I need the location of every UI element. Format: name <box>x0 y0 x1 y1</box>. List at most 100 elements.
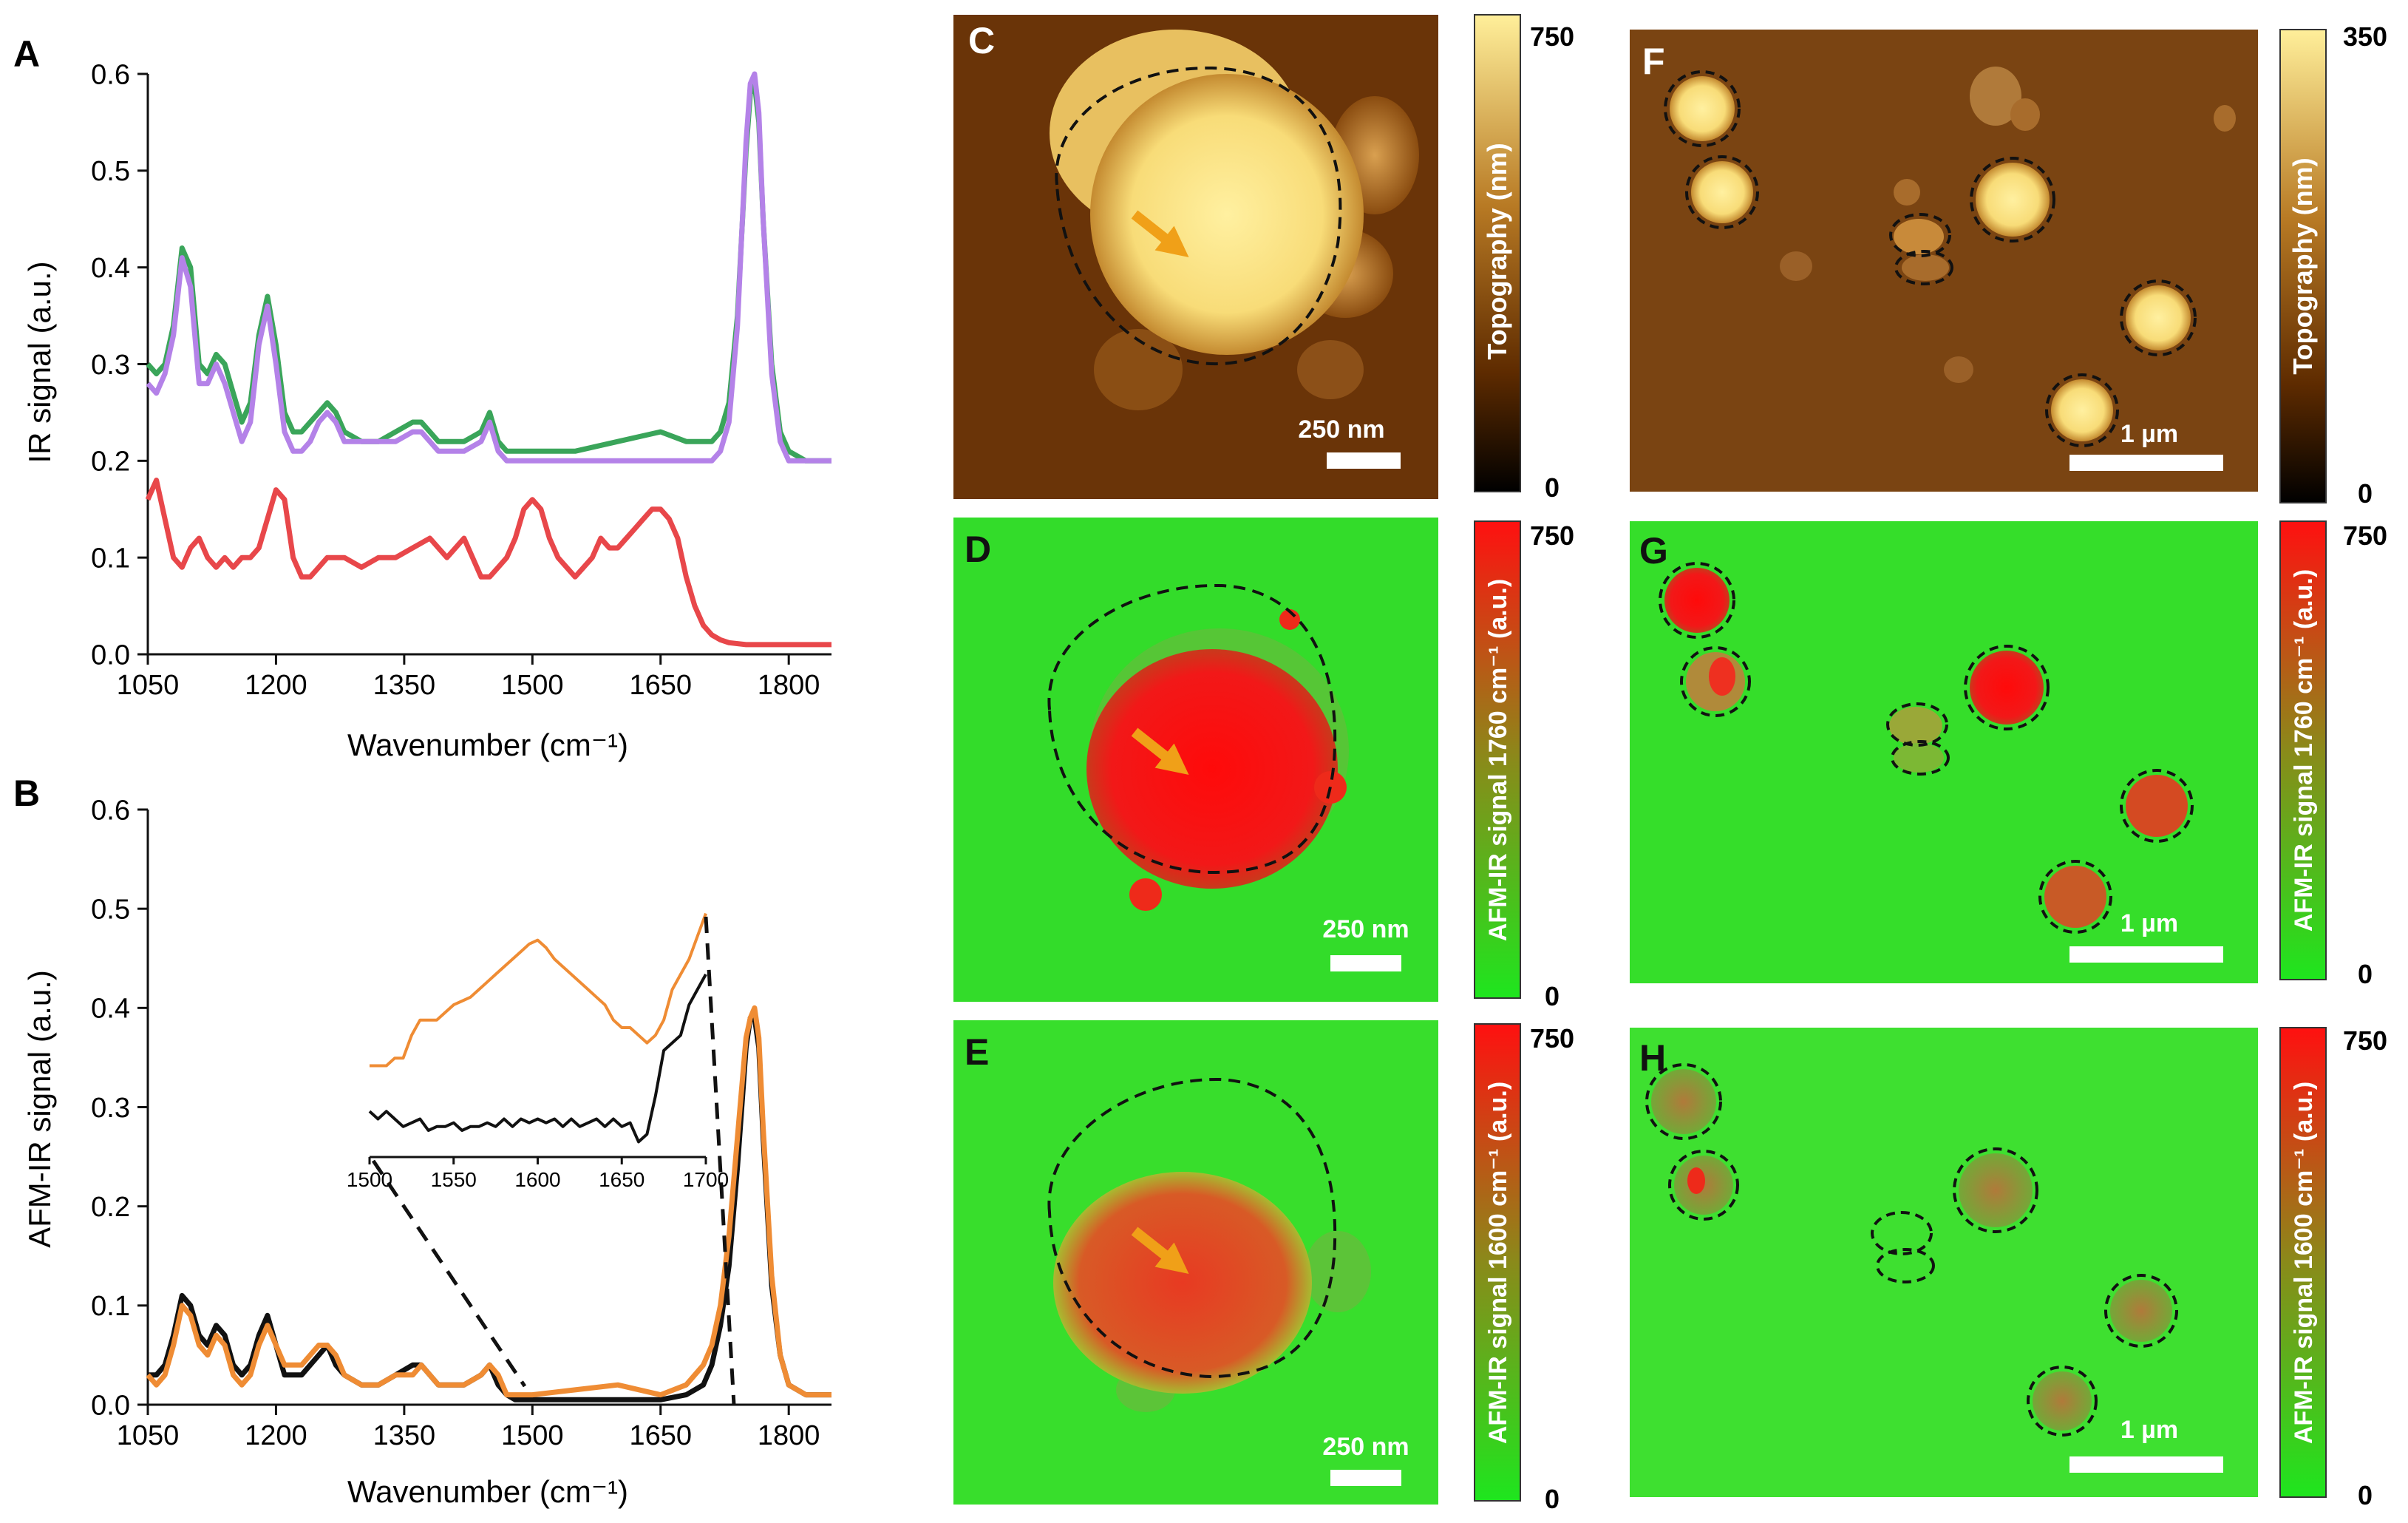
chart-b-ytick-label: 0.0 <box>91 1390 130 1421</box>
chart-b-inset-xtick-label: 1550 <box>431 1168 477 1191</box>
chart-a-xtick-label: 1200 <box>245 670 307 701</box>
chart-b-inset-xtick-label: 1650 <box>599 1168 644 1191</box>
panel-letter-e: E <box>965 1031 989 1073</box>
panel-letter-h: H <box>1639 1037 1666 1079</box>
chart-b-ytick-label: 0.6 <box>91 795 130 826</box>
chart-a-xtick-label: 1800 <box>758 670 820 701</box>
droplet-d <box>1086 649 1338 889</box>
chart-b-ytick-label: 0.2 <box>91 1192 130 1223</box>
panel-a: A 1050 1200 1350 1500 1650 1800 0.0 0.1 0.2 0.3 0.… <box>13 33 831 762</box>
chart-b-xtick-label: 1800 <box>758 1420 820 1451</box>
image-h <box>1630 1028 2258 1497</box>
chart-a-ytick-label: 0.4 <box>91 253 130 284</box>
chart-a-ytick-label: 0.6 <box>91 59 130 90</box>
scale-bar-g <box>2069 946 2223 963</box>
chart-b-xtick-label: 1650 <box>629 1420 692 1451</box>
panel-letter-g: G <box>1639 530 1668 571</box>
colorbar-h-label: AFM-IR signal 1600 cm⁻¹ (a.u.) <box>2290 1082 2318 1444</box>
panel-e: E 250 nm 750 0 AFM-IR signal 1600 cm⁻¹ (… <box>953 1020 1574 1514</box>
colorbar-c-max: 750 <box>1530 21 1574 52</box>
panel-letter-c: C <box>968 20 995 61</box>
colorbar-c-label: Topography (nm) <box>1482 143 1512 359</box>
colorbar-g-min: 0 <box>2358 959 2373 989</box>
scale-bar-c <box>1327 452 1401 469</box>
chart-a-series-red <box>145 478 831 648</box>
colorbar-h-min: 0 <box>2358 1480 2373 1510</box>
chart-b-inset-xtick-label: 1500 <box>347 1168 392 1191</box>
chart-b-inset-series-black <box>368 973 707 1144</box>
chart-b-ytick-label: 0.3 <box>91 1093 130 1124</box>
colorbar-e-label: AFM-IR signal 1600 cm⁻¹ (a.u.) <box>1484 1082 1512 1444</box>
chart-b-inset-xtick-label: 1600 <box>514 1168 560 1191</box>
panel-b: B 1050 1200 1350 1500 1650 1800 0.0 0.1 0.2 0.3 0.… <box>13 773 831 1509</box>
colorbar-g-max: 750 <box>2343 520 2387 551</box>
chart-a-xtick-label: 1650 <box>629 670 692 701</box>
chart-a-ytick-label: 0.3 <box>91 350 130 381</box>
scale-bar-label-h: 1 µm <box>2120 1416 2178 1444</box>
colorbar-d-max: 750 <box>1530 520 1574 551</box>
scale-bar-h <box>2069 1456 2223 1473</box>
colorbar-f-max: 350 <box>2343 21 2387 52</box>
panel-letter-a: A <box>13 33 40 75</box>
chart-a-xtick-label: 1050 <box>117 670 180 701</box>
chart-a-xtick-label: 1500 <box>501 670 564 701</box>
zoom-line-right <box>704 916 736 1405</box>
chart-b-ytick-label: 0.1 <box>91 1291 130 1322</box>
chart-a-ytick-label: 0.2 <box>91 447 130 478</box>
chart-b-xlabel: Wavenumber (cm⁻¹) <box>347 1474 628 1509</box>
chart-a: 1050 1200 1350 1500 1650 1800 0.0 0.1 0.2 0.3 0.4 0… <box>91 59 831 701</box>
panel-h: H 1 µm 750 0 AFM-IR signal 1600 cm⁻¹ (a.… <box>1630 1025 2387 1510</box>
chart-a-xlabel: Wavenumber (cm⁻¹) <box>347 727 628 762</box>
panel-c: C 250 nm 750 0 Topography (nm) <box>953 14 1574 503</box>
colorbar-g-label: AFM-IR signal 1760 cm⁻¹ (a.u.) <box>2290 569 2318 932</box>
chart-b-ytick-label: 0.5 <box>91 894 130 925</box>
panel-g: G 1 µm 750 0 AFM-IR signal 1760 cm⁻¹ (a.… <box>1630 520 2387 989</box>
arrow-e <box>1131 1227 1189 1275</box>
panel-d: D 250 nm 750 0 AFM-IR signal 1760 cm⁻¹ (… <box>953 518 1574 1011</box>
panel-letter-d: D <box>965 529 991 570</box>
panel-letter-b: B <box>13 773 40 814</box>
chart-a-xtick-label: 1350 <box>373 670 436 701</box>
droplet-outline-e <box>1047 1077 1337 1379</box>
scale-bar-f <box>2069 455 2223 471</box>
arrow-d <box>1131 727 1189 776</box>
scale-bar-label-c: 250 nm <box>1298 415 1384 444</box>
colorbar-f-min: 0 <box>2358 478 2373 509</box>
arrow-c <box>1131 210 1189 258</box>
chart-a-ytick-label: 0.1 <box>91 543 130 574</box>
chart-a-ylabel: IR signal (a.u.) <box>22 261 57 463</box>
colorbar-f-label: Topography (nm) <box>2288 157 2318 374</box>
chart-a-ytick-label: 0.5 <box>91 156 130 187</box>
colorbar-e-max: 750 <box>1530 1023 1574 1054</box>
chart-b-inset: 1500 1550 1600 1650 1700 <box>347 912 729 1191</box>
colorbar-f <box>2279 29 2327 503</box>
scale-bar-label-f: 1 µm <box>2120 420 2178 448</box>
chart-b-inset-series-orange <box>370 912 707 1068</box>
zoom-line-left <box>371 1159 527 1388</box>
colorbar-e-min: 0 <box>1545 1484 1560 1514</box>
colorbar-h <box>2279 1027 2327 1498</box>
scale-bar-d <box>1330 955 1401 971</box>
chart-b-ytick-label: 0.4 <box>91 994 130 1025</box>
panel-f: F 1 µm 350 0 Topography (nm) <box>1630 21 2387 509</box>
droplet-outline-d <box>1047 583 1337 875</box>
droplet-c <box>1090 74 1364 355</box>
scale-bar-label-e: 250 nm <box>1322 1433 1409 1461</box>
chart-a-series-purple <box>146 71 831 464</box>
droplet-outline-c <box>1055 66 1342 366</box>
colorbar-c <box>1474 14 1521 492</box>
colorbar-d <box>1474 520 1521 999</box>
chart-a-ytick-label: 0.0 <box>91 640 130 671</box>
colorbar-e <box>1474 1023 1521 1502</box>
chart-b-series-orange <box>146 1005 831 1398</box>
colorbar-g <box>2279 520 2327 980</box>
colorbar-h-max: 750 <box>2343 1025 2387 1056</box>
colorbar-d-min: 0 <box>1545 981 1560 1011</box>
chart-b: 1050 1200 1350 1500 1650 1800 0.0 0.1 0.2 0.3 0.4 0… <box>91 795 831 1451</box>
panel-letter-f: F <box>1642 41 1665 82</box>
scale-bar-label-g: 1 µm <box>2120 909 2178 937</box>
chart-b-ylabel: AFM-IR signal (a.u.) <box>22 970 57 1248</box>
chart-b-xtick-label: 1350 <box>373 1420 436 1451</box>
scale-bar-label-d: 250 nm <box>1322 915 1409 943</box>
